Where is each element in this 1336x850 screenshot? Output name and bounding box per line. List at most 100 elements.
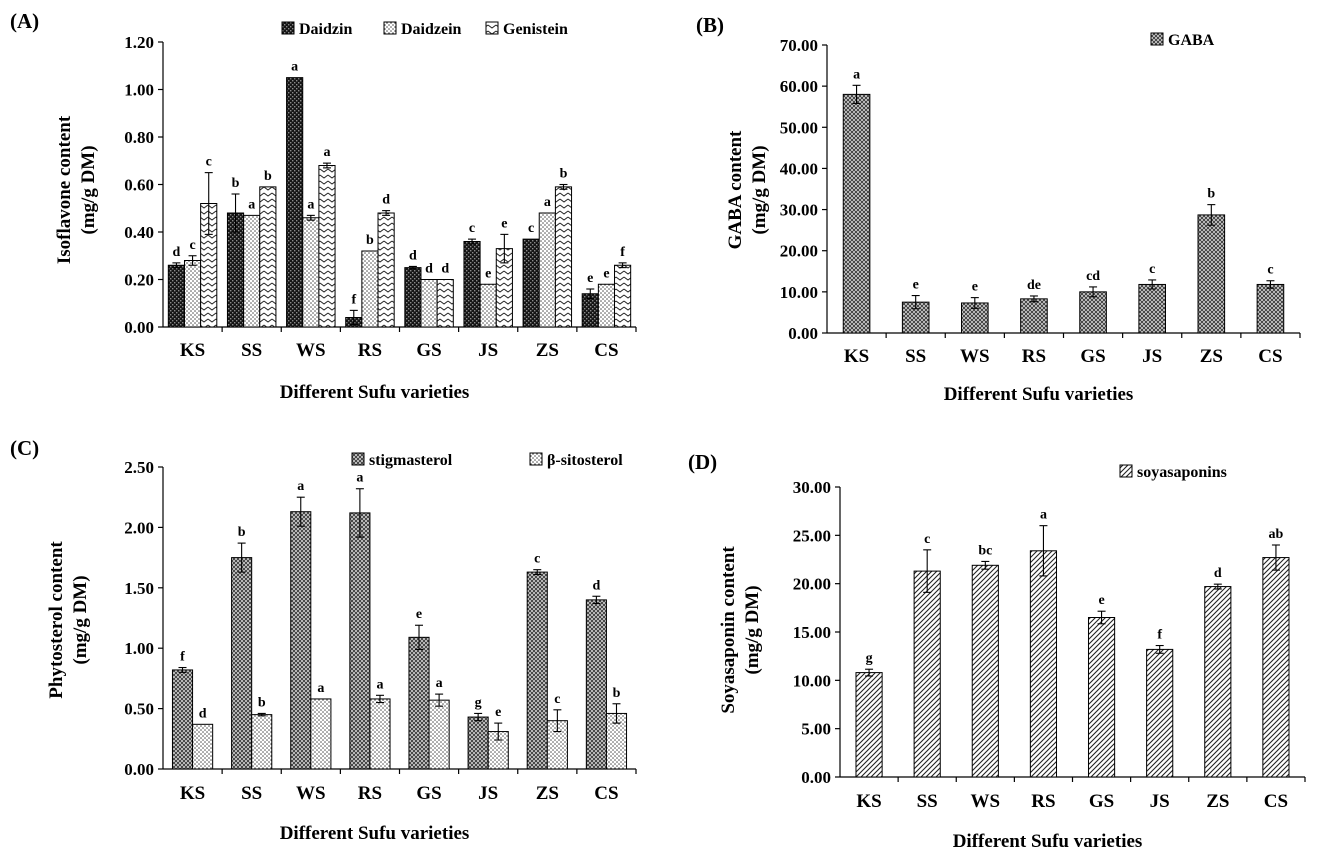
y-tick-label: 30.00 — [793, 478, 831, 497]
x-tick-label: JS — [1150, 791, 1170, 812]
legend-label: soyasaponins — [1137, 464, 1227, 481]
significance-label: b — [264, 169, 272, 184]
x-axis-title: Different Sufu varieties — [280, 823, 470, 844]
significance-label: c — [534, 552, 540, 567]
x-tick-label: RS — [358, 783, 382, 804]
significance-label: d — [199, 706, 207, 721]
significance-label: e — [1098, 593, 1104, 608]
legend-label: β-sitosterol — [547, 452, 623, 469]
x-tick-label: SS — [917, 791, 938, 812]
y-tick-label: 0.00 — [124, 760, 154, 779]
x-tick-label: KS — [856, 791, 881, 812]
y-axis-title: (mg/g DM) — [78, 145, 99, 234]
significance-label: d — [425, 262, 433, 277]
bar-daidzin-zs — [522, 238, 540, 328]
legend-swatch — [485, 21, 499, 35]
bar-genistein-ss — [259, 186, 277, 328]
bar-gaba-gs — [1079, 291, 1107, 334]
legend-label: Daidzin — [299, 21, 352, 38]
bar--sitosterol-rs — [369, 698, 391, 770]
legend-swatch — [1119, 464, 1133, 478]
x-tick-label: KS — [180, 340, 205, 361]
x-tick-label: JS — [478, 340, 498, 361]
panel-tag: (C) — [10, 436, 39, 460]
bar-daidzein-gs — [420, 279, 438, 328]
bar-genistein-ws — [318, 165, 336, 328]
y-tick-label: 1.00 — [124, 639, 154, 658]
x-tick-label: ZS — [536, 340, 559, 361]
panel-tag: (D) — [688, 450, 717, 474]
legend-swatch — [529, 452, 543, 466]
y-tick-label: 25.00 — [793, 526, 831, 545]
y-axis-title: Isoflavone content — [54, 115, 75, 264]
significance-label: c — [554, 692, 560, 707]
significance-label: e — [501, 216, 507, 231]
x-tick-label: CS — [594, 340, 618, 361]
bar-soyasaponins-zs — [1204, 586, 1232, 778]
significance-label: a — [323, 145, 330, 160]
bar-stigmasterol-rs — [349, 512, 371, 770]
y-tick-label: 0.20 — [124, 271, 154, 290]
x-axis-title: Different Sufu varieties — [953, 831, 1143, 850]
significance-label: c — [528, 221, 534, 236]
y-axis-title: (mg/g DM) — [742, 585, 763, 674]
x-tick-label: RS — [358, 340, 382, 361]
significance-label: g — [475, 695, 482, 710]
bar-stigmasterol-cs — [585, 599, 607, 770]
y-tick-label: 40.00 — [780, 159, 818, 178]
significance-label: e — [603, 266, 609, 281]
bar-daidzein-cs — [597, 283, 616, 328]
bar-stigmasterol-ks — [171, 669, 194, 770]
bar-daidzein-ks — [183, 260, 202, 328]
x-axis-title: Different Sufu varieties — [280, 382, 470, 403]
bar-genistein-zs — [554, 186, 573, 328]
significance-label: b — [613, 686, 621, 701]
significance-label: a — [376, 677, 383, 692]
bar-genistein-rs — [377, 212, 395, 328]
significance-label: f — [180, 650, 185, 665]
bar-soyasaponins-ws — [971, 564, 999, 778]
bar-daidzein-js — [479, 283, 497, 328]
y-tick-label: 1.00 — [124, 81, 154, 100]
x-tick-label: WS — [296, 783, 326, 804]
significance-label: b — [238, 525, 246, 540]
x-tick-label: KS — [844, 346, 869, 367]
y-tick-label: 0.00 — [788, 324, 818, 343]
significance-label: c — [1149, 262, 1155, 277]
x-tick-label: GS — [416, 340, 441, 361]
y-tick-label: 10.00 — [793, 671, 831, 690]
significance-label: a — [436, 676, 443, 691]
y-tick-label: 0.00 — [801, 768, 831, 787]
chart-svg: (C) 0.00 0.50 1.00 1.50 2.00 2.50 KS SS WS RS GS JS Z… — [10, 436, 637, 844]
chart-svg: (A) 0.00 0.20 0.40 0.60 0.80 1.00 1.20 KS SS WS RS G… — [10, 9, 637, 403]
significance-label: a — [1040, 508, 1047, 523]
x-tick-label: SS — [241, 783, 262, 804]
panel-d-soyasaponin-chart: (D) 0.00 5.00 10.00 15.00 20.00 25.00 30.00 KS SS… — [668, 425, 1336, 850]
bar-gaba-zs — [1197, 214, 1226, 334]
bar-daidzin-gs — [404, 267, 422, 328]
panel-tag: (A) — [10, 9, 39, 33]
panel-a-isoflavone-chart: (A) 0.00 0.20 0.40 0.60 0.80 1.00 1.20 KS SS WS RS G… — [0, 0, 668, 420]
significance-label: d — [382, 193, 390, 208]
significance-label: c — [469, 221, 475, 236]
bar-daidzein-rs — [361, 250, 379, 328]
bar--sitosterol-gs — [428, 699, 450, 770]
y-axis-title: Phytosterol content — [46, 541, 67, 699]
y-tick-label: 50.00 — [780, 118, 818, 137]
y-tick-label: 15.00 — [793, 623, 831, 642]
significance-label: g — [866, 651, 873, 666]
x-tick-label: GS — [1089, 791, 1114, 812]
y-tick-label: 20.00 — [793, 575, 831, 594]
significance-label: b — [258, 695, 266, 710]
significance-label: a — [291, 60, 298, 75]
significance-label: e — [587, 271, 593, 286]
x-tick-label: JS — [1142, 346, 1162, 367]
y-tick-label: 0.60 — [124, 176, 154, 195]
y-tick-label: 20.00 — [780, 242, 818, 261]
bar-soyasaponins-rs — [1029, 550, 1058, 778]
significance-label: ab — [1269, 527, 1284, 542]
bar-stigmasterol-gs — [408, 636, 430, 770]
legend-label: stigmasterol — [369, 452, 453, 469]
significance-label: de — [1027, 278, 1041, 293]
y-axis-title: GABA content — [725, 130, 746, 249]
